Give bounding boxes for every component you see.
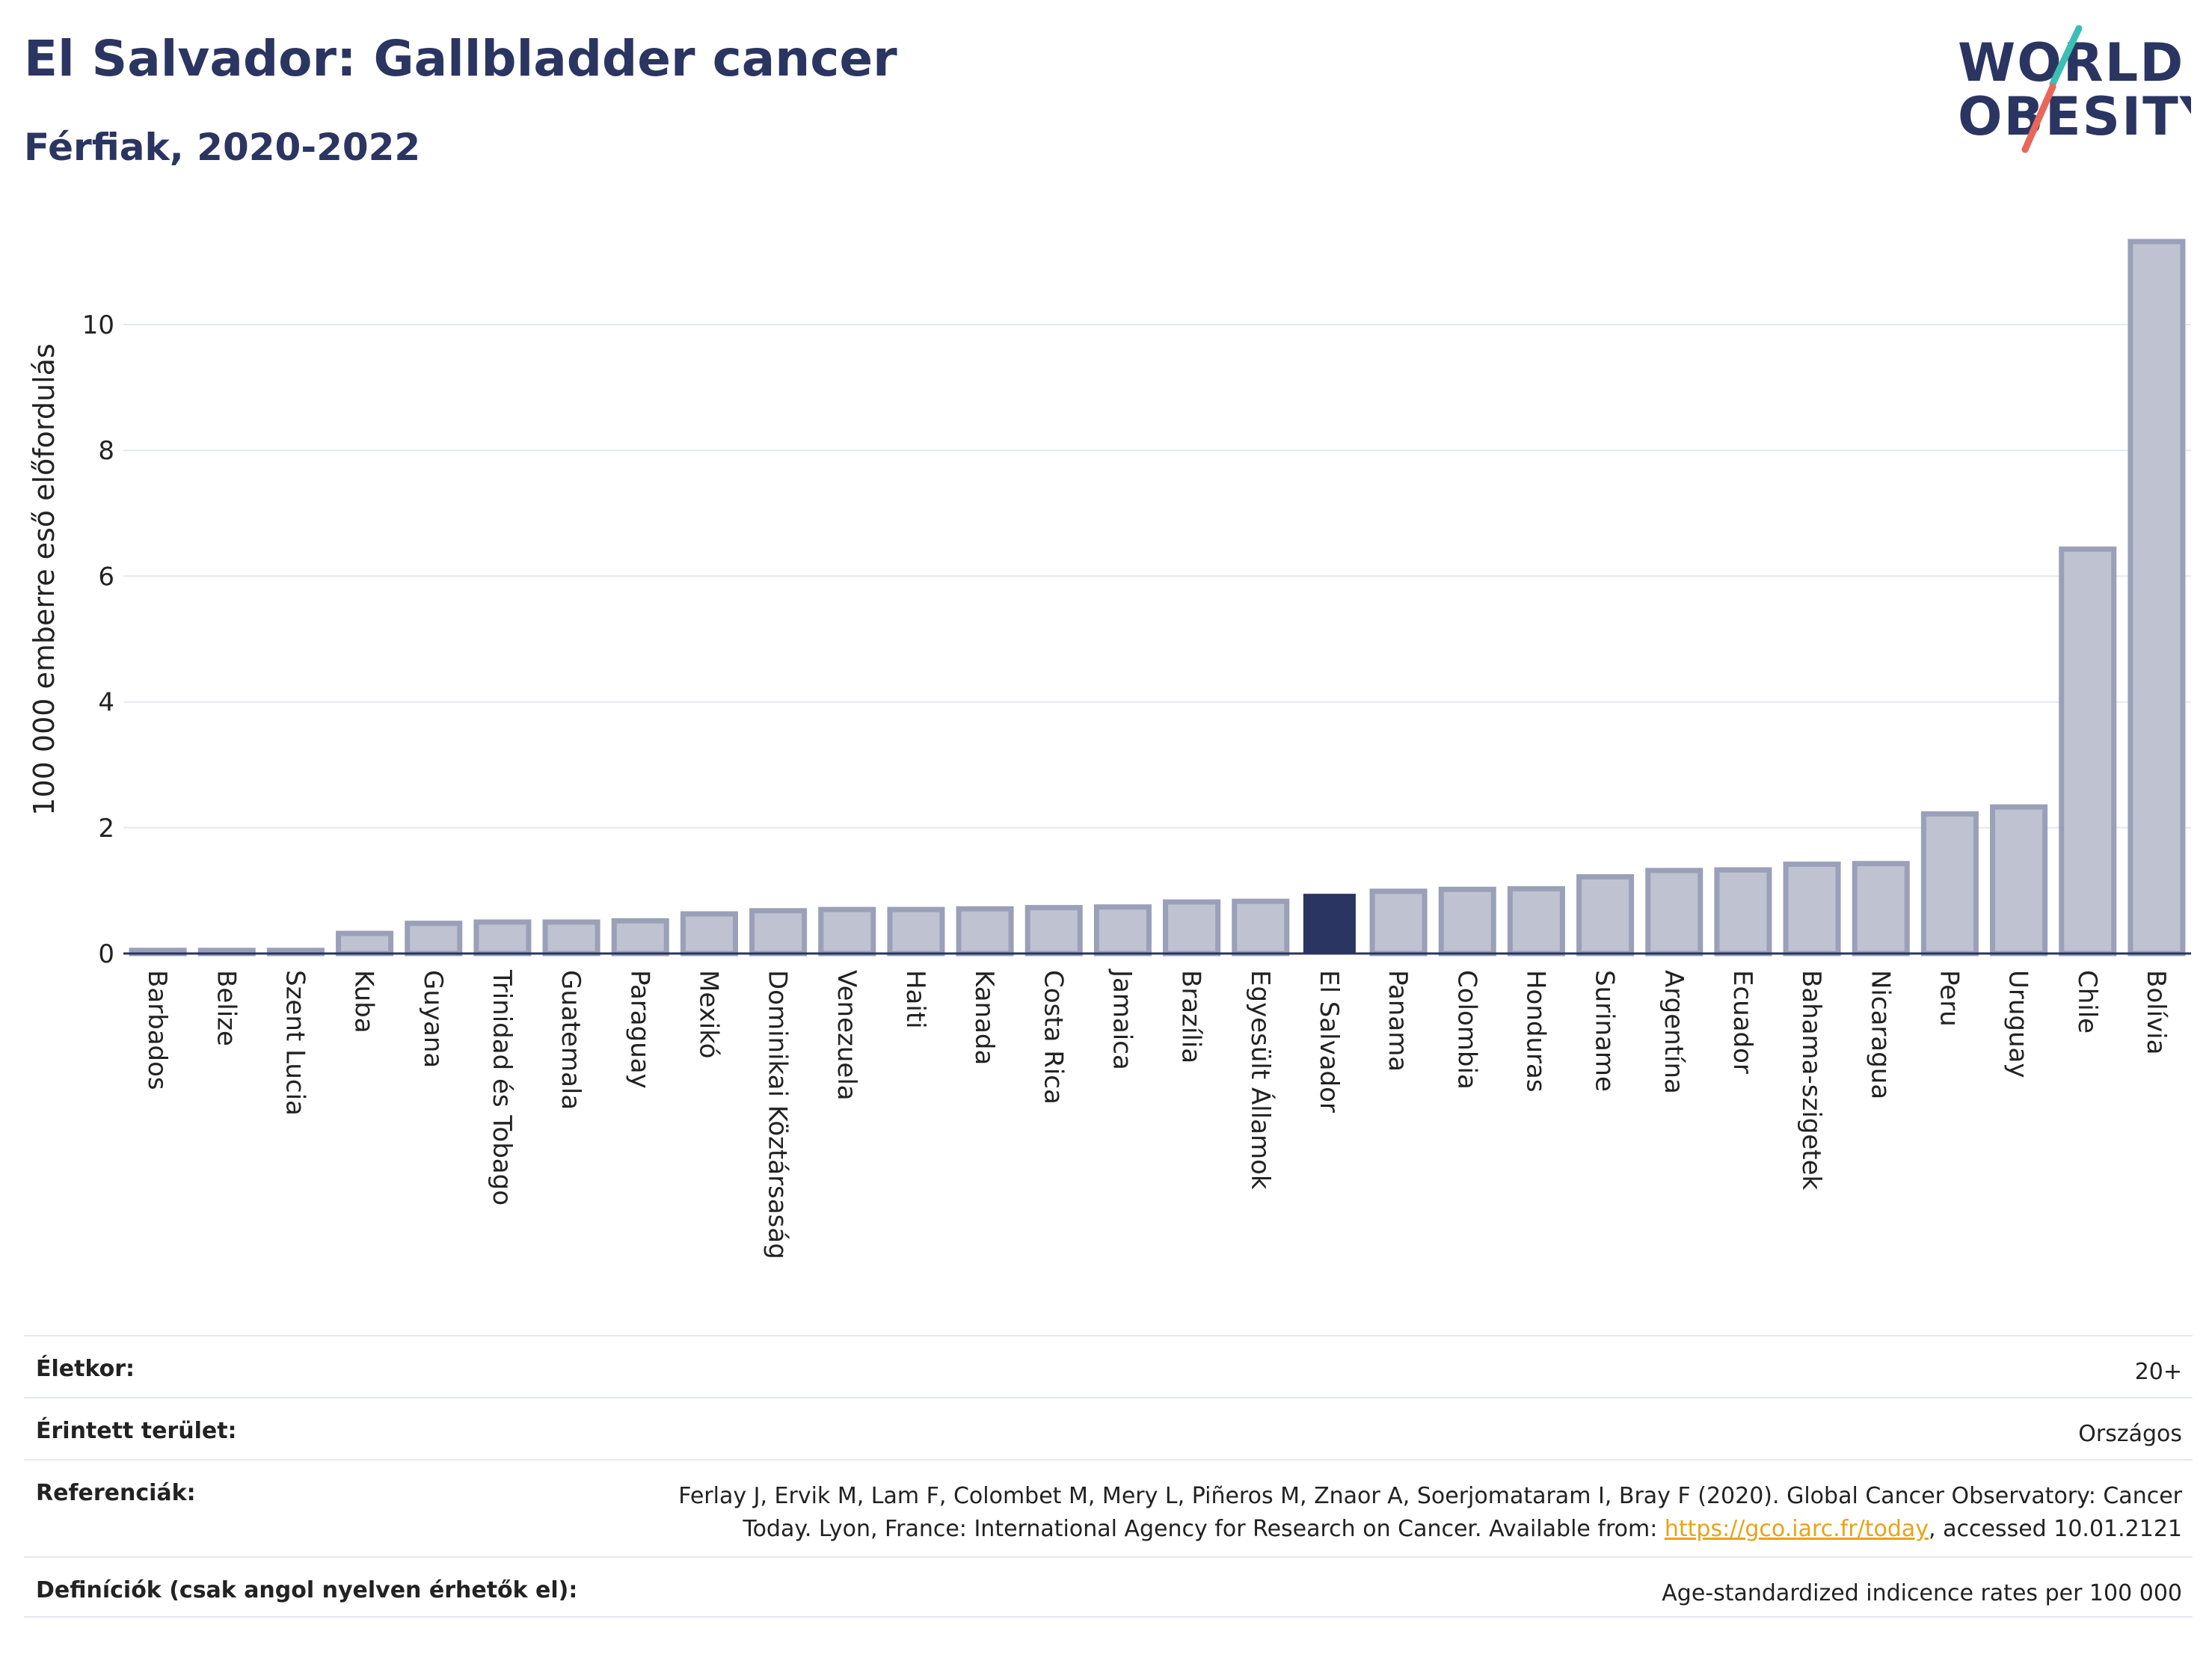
bar — [1438, 886, 1496, 957]
x-category-label: Kanada — [969, 970, 999, 1065]
area-label: Érintett terület: — [36, 1418, 237, 1444]
bar — [1576, 873, 1635, 957]
bar — [1507, 885, 1565, 957]
x-category-label: Jamaica — [1107, 968, 1137, 1070]
x-category-label: Mexikó — [693, 970, 723, 1059]
x-category-label: Nicaragua — [1865, 970, 1895, 1099]
chart-subtitle: Férfiak, 2020-2022 — [24, 126, 421, 169]
y-tick-label: 2 — [98, 814, 114, 844]
bar — [1024, 905, 1083, 957]
bar — [2127, 239, 2186, 957]
bar — [542, 919, 600, 957]
info-row-age: Életkor: 20+ — [24, 1335, 2193, 1397]
age-value: 20+ — [2134, 1359, 2182, 1385]
definitions-value: Age-standardized indicence rates per 100… — [1662, 1580, 2182, 1606]
logo-slash-bottom — [2021, 83, 2056, 153]
x-category-label: Argentína — [1659, 970, 1689, 1094]
x-category-label: Guatemala — [556, 970, 586, 1110]
x-category-label: Guyana — [418, 970, 448, 1068]
y-axis-ticks: 0 2 4 6 8 10 — [82, 310, 114, 969]
bar — [1369, 888, 1428, 957]
bar — [680, 911, 738, 957]
info-row-definitions: Definíciók (csak angol nyelven érhetők e… — [24, 1556, 2193, 1618]
x-category-label: Colombia — [1451, 970, 1481, 1090]
bar — [1645, 868, 1703, 957]
bar — [887, 906, 945, 957]
x-category-label: Barbados — [142, 970, 172, 1090]
references-label: Referenciák: — [36, 1480, 196, 1506]
y-tick-label: 6 — [98, 562, 114, 592]
reference-line-2-prefix: Today. Lyon, France: International Agenc… — [743, 1516, 1665, 1542]
x-category-label: Egyesült Államok — [1245, 970, 1276, 1190]
logo-slash-top — [2049, 25, 2083, 87]
bar — [336, 930, 394, 957]
bar — [1990, 804, 2048, 957]
bar — [405, 921, 463, 957]
info-row-references: Referenciák: Ferlay J, Ervik M, Lam F, C… — [24, 1459, 2193, 1556]
reference-link[interactable]: https://gco.iarc.fr/today — [1664, 1516, 1929, 1542]
y-tick-label: 8 — [98, 436, 114, 466]
chart-title: El Salvador: Gallbladder cancer — [24, 30, 897, 87]
area-value: Országos — [2078, 1421, 2182, 1447]
x-category-label: Uruguay — [2003, 970, 2033, 1078]
y-tick-label: 4 — [98, 688, 114, 718]
bar — [1920, 811, 1979, 957]
bar-chart: 0 2 4 6 8 10 Barbados Belize Szent Lucia Kuba Guy… — [28, 239, 2191, 1259]
x-category-label: Bahama-szigetek — [1796, 970, 1826, 1191]
x-category-label: Suriname — [1590, 970, 1620, 1092]
bar — [749, 908, 808, 957]
x-category-label: Kuba — [349, 970, 379, 1034]
world-obesity-logo: WORLD OBESITY — [1958, 25, 2191, 153]
gridlines — [123, 324, 2191, 829]
reference-line-1: Ferlay J, Ervik M, Lam F, Colombet M, Me… — [678, 1483, 2182, 1509]
x-category-label: Bolívia — [2141, 970, 2171, 1054]
bar — [1783, 862, 1841, 957]
bar — [956, 906, 1014, 957]
x-category-label: Chile — [2072, 970, 2102, 1034]
bar — [611, 918, 669, 957]
x-axis-labels: Barbados Belize Szent Lucia Kuba Guyana Trini… — [142, 968, 2171, 1259]
logo-text-obesity: OBESITY — [1958, 86, 2191, 147]
references-value: Ferlay J, Ervik M, Lam F, Colombet M, Me… — [678, 1480, 2182, 1546]
bar — [1714, 867, 1772, 957]
bars — [129, 239, 2186, 957]
definitions-label: Definíciók (csak angol nyelven érhetők e… — [36, 1577, 578, 1603]
x-category-label: Trinidad és Tobago — [487, 969, 517, 1206]
bar — [1093, 904, 1152, 957]
bar — [1163, 899, 1221, 957]
bar — [473, 919, 532, 957]
x-category-label: Haiti — [900, 970, 930, 1029]
y-axis-title: 100 000 emberre eső előfordulás — [28, 343, 61, 815]
info-table: Életkor: 20+ Érintett terület: Országos … — [24, 1335, 2193, 1618]
x-category-label: Venezuela — [832, 970, 861, 1101]
x-category-label: Belize — [211, 970, 241, 1046]
y-tick-label: 0 — [98, 939, 114, 969]
x-category-label: Paraguay — [624, 970, 654, 1089]
x-category-label: El Salvador — [1314, 970, 1344, 1113]
x-category-label: Honduras — [1520, 970, 1550, 1093]
x-category-label: Ecuador — [1727, 970, 1757, 1074]
bar — [1852, 861, 1910, 957]
info-row-area: Érintett terület: Országos — [24, 1397, 2193, 1459]
y-tick-label: 10 — [82, 310, 114, 340]
x-category-label: Dominikai Köztársaság — [763, 970, 793, 1259]
bar — [1232, 898, 1290, 957]
age-label: Életkor: — [36, 1356, 135, 1382]
x-category-label: Peru — [1934, 970, 1964, 1027]
x-category-label: Costa Rica — [1038, 970, 1068, 1105]
bar — [818, 906, 876, 957]
bar — [2059, 546, 2117, 957]
reference-line-2-suffix: , accessed 10.01.2121 — [1929, 1516, 2182, 1542]
x-category-label: Panama — [1383, 970, 1413, 1072]
bar — [1303, 894, 1356, 954]
x-category-label: Brazília — [1176, 970, 1206, 1063]
x-category-label: Szent Lucia — [280, 970, 310, 1116]
